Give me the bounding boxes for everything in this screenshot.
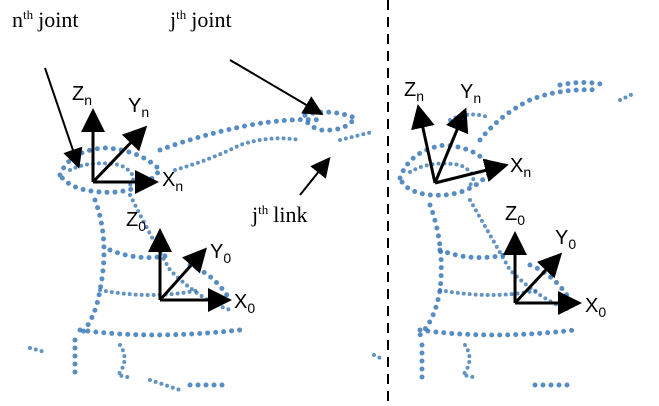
point-trail xyxy=(80,330,240,335)
point-trail xyxy=(420,205,441,335)
point-trail xyxy=(30,348,45,352)
text-part: n xyxy=(473,90,481,106)
text-part: X xyxy=(510,155,523,177)
text-part: X xyxy=(234,291,247,313)
text-part: Y xyxy=(210,241,223,263)
text-part: Y xyxy=(555,227,568,249)
text-part: 0 xyxy=(138,218,146,234)
axis-label: Zn xyxy=(404,79,424,104)
axis-label: Z0 xyxy=(126,209,146,234)
text-part: X xyxy=(162,169,175,191)
point-trail xyxy=(463,345,478,378)
point-trail xyxy=(118,345,132,378)
text-part: Z xyxy=(404,79,416,101)
text-part: 0 xyxy=(223,250,231,266)
text-part: n xyxy=(141,104,149,120)
point-trail xyxy=(150,380,180,390)
text-part: n xyxy=(84,92,92,108)
point-cloud-left xyxy=(30,112,372,390)
text-part: n xyxy=(523,164,531,180)
frame-right-n: Zn Yn Xn xyxy=(404,79,531,183)
axis-label: Yn xyxy=(460,81,481,106)
point-trail xyxy=(305,112,355,130)
text-part: Z xyxy=(126,209,138,231)
text-part: n xyxy=(175,178,183,194)
text-part: j xyxy=(169,7,176,32)
text-part: Z xyxy=(505,203,517,225)
point-trail xyxy=(440,250,505,258)
axis-label: X0 xyxy=(585,295,606,320)
pointer-arrow xyxy=(230,60,320,113)
text-part: th xyxy=(23,7,34,22)
text-part: Y xyxy=(460,81,473,103)
text-part: 0 xyxy=(247,300,255,316)
axis-label: X0 xyxy=(234,291,255,316)
text-part: X xyxy=(585,295,598,317)
point-trail xyxy=(620,93,635,100)
text-part: joint xyxy=(190,7,231,32)
point-trail xyxy=(560,83,605,86)
point-trail xyxy=(160,120,320,150)
text-part: joint xyxy=(37,7,78,32)
point-trail xyxy=(340,132,372,140)
diagram: nthjoint jthjoint jthlink Zn Yn Xn Z0 Y0… xyxy=(0,0,659,406)
text-part: n xyxy=(416,88,424,104)
text-part: n xyxy=(12,7,23,32)
text-part: link xyxy=(273,202,307,227)
axis-label: Z0 xyxy=(505,203,525,228)
axis-label: Xn xyxy=(510,155,531,180)
text-part: th xyxy=(258,202,269,217)
text-part: 0 xyxy=(568,236,576,252)
axis-label: Xn xyxy=(162,169,183,194)
axis-label: Zn xyxy=(72,83,92,108)
pointer-arrow xyxy=(300,160,328,195)
point-trail xyxy=(450,114,490,120)
point-cloud-right xyxy=(374,83,635,386)
point-trail xyxy=(420,330,575,335)
frame-left-0: Z0 Y0 X0 xyxy=(126,209,255,316)
axis-label: Y0 xyxy=(210,241,231,266)
point-trail xyxy=(374,355,380,358)
point-trail xyxy=(175,138,300,170)
frame-right-0: Z0 Y0 X0 xyxy=(505,203,606,320)
axis-label: Yn xyxy=(128,95,149,120)
point-trail xyxy=(80,200,104,335)
text-part: 0 xyxy=(517,212,525,228)
text-part: j xyxy=(251,202,258,227)
text-part: Y xyxy=(128,95,141,117)
text-part: Z xyxy=(72,83,84,105)
text-part: th xyxy=(176,7,187,22)
axis-label: Y0 xyxy=(555,227,576,252)
text-part: 0 xyxy=(598,304,606,320)
point-trail xyxy=(190,265,230,300)
frame-left-n: Zn Yn Xn xyxy=(72,83,183,194)
point-trail xyxy=(480,90,600,140)
point-trail xyxy=(100,290,200,295)
